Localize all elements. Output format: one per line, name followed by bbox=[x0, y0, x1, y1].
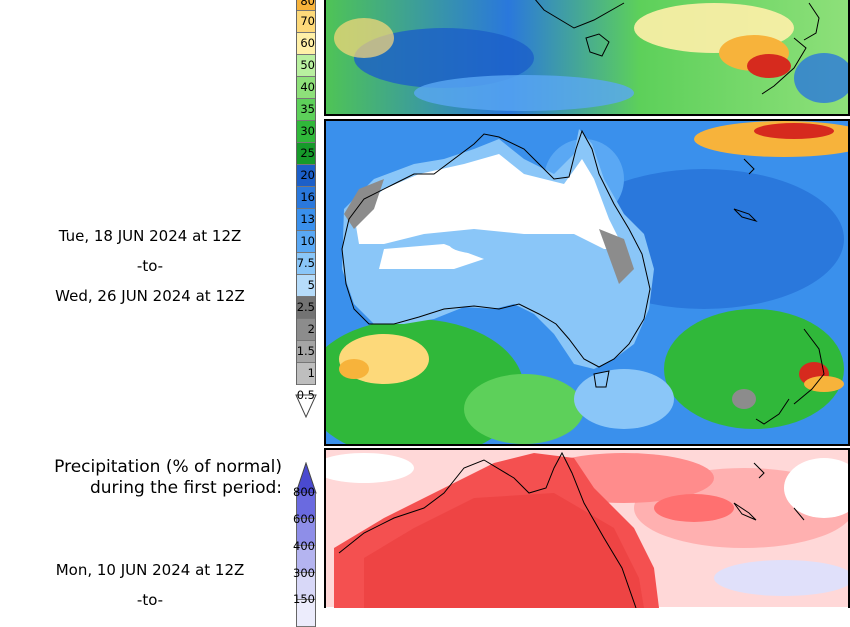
colorbar-swatch bbox=[297, 546, 315, 573]
colorbar-swatch bbox=[297, 121, 315, 143]
colorbar-tick: 0.5 bbox=[296, 388, 315, 402]
colorbar-tick: 50 bbox=[300, 58, 315, 72]
colorbar-tick: 16 bbox=[300, 190, 315, 204]
colorbar-tick: 1 bbox=[307, 366, 315, 380]
colorbar-arrow-down-icon bbox=[295, 394, 317, 418]
colorbar-swatch bbox=[297, 297, 315, 319]
period-separator: -to- bbox=[136, 257, 164, 275]
colorbar-tick: 35 bbox=[300, 102, 315, 116]
colorbar-tick: 800 bbox=[293, 485, 315, 499]
colorbar-tick: 40 bbox=[300, 80, 315, 94]
colorbar-swatch bbox=[297, 493, 315, 519]
period-start-date: Tue, 18 JUN 2024 at 12Z bbox=[58, 227, 242, 245]
colorbar-swatch bbox=[297, 319, 315, 341]
colorbar-swatch bbox=[297, 253, 315, 275]
section-heading: Precipitation (% of normal) during the f… bbox=[0, 457, 282, 499]
colorbar-swatch bbox=[297, 231, 315, 253]
precip-map-top bbox=[324, 0, 850, 116]
colorbar-swatch bbox=[297, 187, 315, 209]
colorbar-tick: 70 bbox=[300, 14, 315, 28]
colorbar-tick: 1.5 bbox=[296, 344, 315, 358]
colorbar-tick: 2.5 bbox=[296, 300, 315, 314]
colorbar-tick: 2 bbox=[307, 322, 315, 336]
colorbar-swatch bbox=[297, 165, 315, 187]
period-start-date-2: Mon, 10 JUN 2024 at 12Z bbox=[55, 561, 245, 579]
colorbar-tick: 600 bbox=[293, 512, 315, 526]
heading-line2: during the first period: bbox=[89, 478, 282, 498]
colorbar-swatch bbox=[297, 275, 315, 297]
colorbar-tick: 13 bbox=[300, 212, 315, 226]
percent-normal-map bbox=[324, 448, 850, 608]
colorbar-swatch bbox=[297, 209, 315, 231]
colorbar-tick: 10 bbox=[300, 234, 315, 248]
colorbar-tick: 7.5 bbox=[296, 256, 315, 270]
colorbar-tick: 400 bbox=[293, 539, 315, 553]
period-separator-2: -to- bbox=[136, 591, 164, 609]
heading-line1: Precipitation (% of normal) bbox=[54, 457, 282, 477]
colorbar-swatch bbox=[297, 33, 315, 55]
colorbar-swatch bbox=[297, 341, 315, 363]
colorbar-swatch bbox=[297, 11, 315, 33]
colorbar-swatch bbox=[297, 77, 315, 99]
colorbar-swatch bbox=[297, 55, 315, 77]
colorbar-tick: 300 bbox=[293, 566, 315, 580]
precip-map-middle bbox=[324, 119, 850, 446]
colorbar-tick: 20 bbox=[300, 168, 315, 182]
period-end-date: Wed, 26 JUN 2024 at 12Z bbox=[55, 287, 245, 305]
colorbar-tick: 60 bbox=[300, 36, 315, 50]
precip-colorbar bbox=[296, 0, 316, 385]
colorbar-swatch bbox=[297, 0, 315, 11]
colorbar-swatch bbox=[297, 143, 315, 165]
colorbar-tick: 25 bbox=[300, 146, 315, 160]
colorbar-tick: 80 bbox=[300, 0, 315, 8]
colorbar-tick: 30 bbox=[300, 124, 315, 138]
colorbar-tick: 5 bbox=[307, 278, 315, 292]
colorbar-swatch bbox=[297, 363, 315, 385]
colorbar-swatch bbox=[297, 99, 315, 121]
colorbar-swatch bbox=[297, 519, 315, 546]
